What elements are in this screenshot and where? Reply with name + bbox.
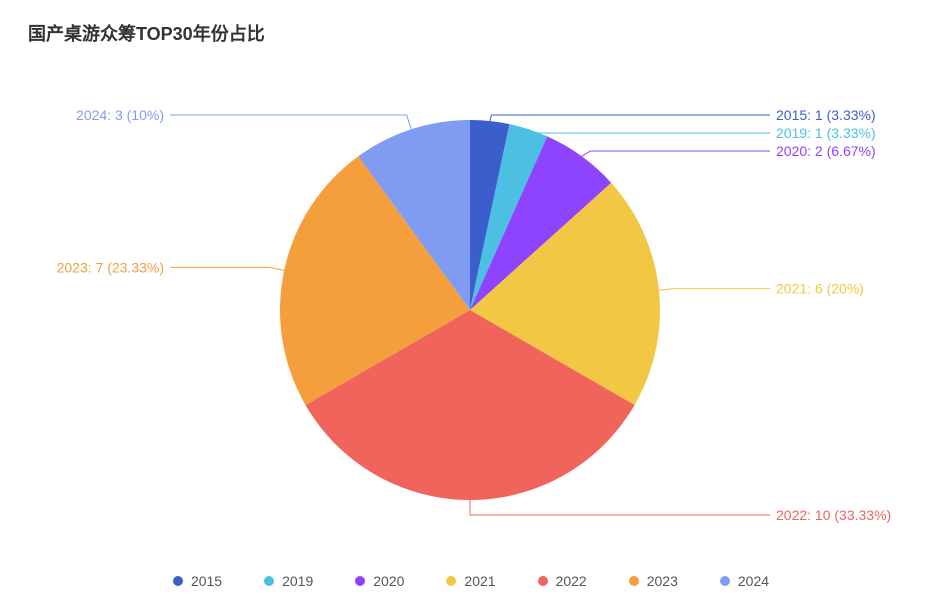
slice-label-2024: 2024: 3 (10%): [76, 107, 164, 123]
legend-label: 2020: [373, 573, 404, 589]
legend-dot-icon: [173, 576, 183, 586]
pie-chart: 2015: 1 (3.33%) 2019: 1 (3.33%) 2020: 2 (6…: [0, 0, 942, 613]
leader-line-2021: [659, 289, 770, 291]
slice-label-2023: 2023: 7 (23.33%): [57, 259, 164, 275]
legend-label: 2024: [738, 573, 769, 589]
slice-label-2015: 2015: 1 (3.33%): [776, 107, 876, 123]
leader-line-2022: [470, 500, 770, 515]
legend-dot-icon: [720, 576, 730, 586]
slice-label-2019: 2019: 1 (3.33%): [776, 125, 876, 141]
legend-label: 2019: [282, 573, 313, 589]
legend-item-2015[interactable]: 2015: [173, 573, 222, 589]
legend-item-2019[interactable]: 2019: [264, 573, 313, 589]
legend: 2015 2019 2020 2021 2022 2023 2024: [0, 573, 942, 589]
legend-item-2020[interactable]: 2020: [355, 573, 404, 589]
legend-dot-icon: [355, 576, 365, 586]
leader-line-2020: [582, 151, 770, 156]
legend-dot-icon: [629, 576, 639, 586]
legend-label: 2021: [464, 573, 495, 589]
legend-item-2021[interactable]: 2021: [446, 573, 495, 589]
legend-dot-icon: [538, 576, 548, 586]
slice-label-2021: 2021: 6 (20%): [776, 281, 864, 297]
legend-item-2023[interactable]: 2023: [629, 573, 678, 589]
leader-line-2024: [170, 115, 411, 129]
leader-line-2019: [529, 129, 770, 133]
legend-dot-icon: [264, 576, 274, 586]
legend-label: 2023: [647, 573, 678, 589]
legend-label: 2022: [556, 573, 587, 589]
legend-item-2024[interactable]: 2024: [720, 573, 769, 589]
legend-label: 2015: [191, 573, 222, 589]
legend-dot-icon: [446, 576, 456, 586]
slice-label-2022: 2022: 10 (33.33%): [776, 507, 891, 523]
leader-line-2015: [490, 115, 770, 121]
legend-item-2022[interactable]: 2022: [538, 573, 587, 589]
chart-container: 国产桌游众筹TOP30年份占比 2015: 1 (3.33%)2019: 1 (…: [0, 0, 942, 613]
slice-label-2020: 2020: 2 (6.67%): [776, 143, 876, 159]
leader-line-2023: [170, 267, 284, 270]
